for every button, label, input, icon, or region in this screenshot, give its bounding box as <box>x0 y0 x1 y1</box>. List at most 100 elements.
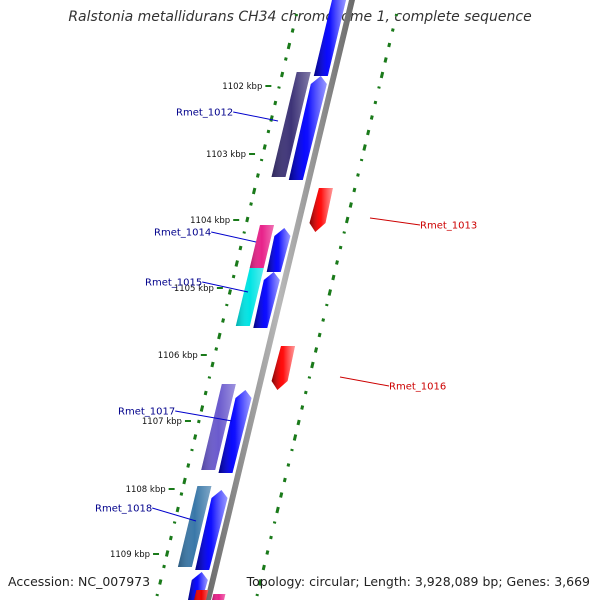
gc-dash <box>387 42 392 48</box>
labeled-gene-track <box>177 72 311 600</box>
gc-dash <box>300 405 305 410</box>
gc-dash <box>251 187 257 195</box>
gc-dash <box>269 115 274 122</box>
forward-cds-shade <box>195 490 228 570</box>
forward-cds-track <box>188 0 346 600</box>
scale-tick-label: 1108 kbp <box>126 485 166 495</box>
gc-dash <box>262 144 267 150</box>
gc-dash <box>313 347 319 353</box>
gc-dash <box>292 434 298 441</box>
scale-tick-label: 1102 kbp <box>222 82 262 92</box>
gc-dash <box>197 419 201 424</box>
gc-dash <box>261 564 266 571</box>
gc-dash <box>158 579 163 585</box>
gene-label-rmet_1017: Rmet_1017 <box>118 407 175 418</box>
gc-dash <box>217 332 222 340</box>
leader-line <box>175 410 233 422</box>
gc-dash <box>203 390 208 396</box>
gene-label-rmet_1013: Rmet_1013 <box>420 221 477 232</box>
gc-dash <box>296 419 301 426</box>
gc-dash <box>317 332 322 338</box>
gc-dash <box>331 274 336 281</box>
forward-cds-shade <box>266 228 291 272</box>
reverse-cds-track <box>271 188 333 390</box>
forward-cds-shade <box>313 0 346 76</box>
gc-dash <box>286 463 291 467</box>
gene-bar-rmet_1018-shade <box>177 486 212 567</box>
scale-tick-label: 1109 kbp <box>110 550 150 560</box>
gc-dash <box>327 289 332 296</box>
backbone-layer <box>205 0 355 600</box>
gc-skew-track-right <box>255 13 399 597</box>
leader-line <box>369 217 421 226</box>
gene-label-rmet_1018: Rmet_1018 <box>95 504 152 515</box>
gc-dash <box>280 71 285 78</box>
gc-dash <box>186 463 191 468</box>
topology-label: Topology: circular; Length: 3,928,089 bp… <box>246 574 590 589</box>
gc-dash <box>338 245 343 250</box>
leader-line <box>211 231 257 243</box>
gc-dash <box>231 274 236 279</box>
scale-tick-label: 1103 kbp <box>206 150 246 160</box>
gc-dash <box>383 57 388 63</box>
scale-tick-label: 1104 kbp <box>190 216 230 226</box>
gc-dash <box>390 28 395 32</box>
gc-dash <box>321 318 326 322</box>
gc-dash <box>164 550 170 557</box>
gc-dash <box>303 390 308 395</box>
gc-dash <box>279 492 284 498</box>
gene-label-rmet_1014: Rmet_1014 <box>154 228 211 239</box>
reverse-cds-shade <box>271 346 295 390</box>
partial-cds-shade <box>194 590 209 600</box>
leader-line <box>152 507 197 522</box>
gc-dash <box>182 477 187 485</box>
gc-dash <box>362 144 367 151</box>
gc-dash <box>179 492 184 496</box>
gc-dash <box>286 42 292 50</box>
gc-dash <box>273 100 278 106</box>
gc-dash <box>162 564 166 569</box>
gc-skew-track-left <box>155 13 299 597</box>
gc-dash <box>234 260 239 267</box>
scale-tick-label: 1105 kbp <box>174 284 214 294</box>
reverse-cds-shade <box>309 188 333 232</box>
leader-line <box>202 281 249 293</box>
backbone <box>205 0 355 600</box>
gc-dash <box>210 361 215 368</box>
gc-dash <box>175 506 180 513</box>
gene-bar-rmet_1017-shade <box>201 384 236 470</box>
gc-dash <box>258 579 263 586</box>
gc-dash <box>238 245 243 251</box>
gc-dash <box>284 57 288 61</box>
scale-ticks: 1102 kbp 1103 kbp 1104 kbp 1105 kbp 1106 kbp… <box>110 82 272 560</box>
gene-label-rmet_1012: Rmet_1012 <box>176 108 233 119</box>
gc-dash <box>282 477 287 483</box>
gc-dash <box>335 260 339 265</box>
gc-dash <box>345 216 350 224</box>
accession-label: Accession: NC_007973 <box>8 574 151 589</box>
scale-tick-label: 1107 kbp <box>142 417 182 427</box>
gc-dash <box>366 129 371 136</box>
leader-line <box>233 111 279 122</box>
partial-cds-shade <box>212 594 226 600</box>
gc-dash <box>193 434 198 440</box>
gc-dash <box>221 318 226 323</box>
scale-tick-label: 1106 kbp <box>158 351 198 361</box>
forward-cds-shade <box>218 390 252 473</box>
gene-bar-rmet_1014-shade <box>249 225 274 268</box>
forward-cds-shade <box>253 272 280 328</box>
gc-dash <box>269 535 273 540</box>
gc-dash <box>168 535 173 541</box>
gc-dash <box>356 173 360 177</box>
gene-label-rmet_1015: Rmet_1015 <box>145 278 202 289</box>
gc-dash <box>310 361 315 369</box>
gc-dash <box>348 202 353 208</box>
map-title: Ralstonia metallidurans CH34 chromosome … <box>68 9 532 25</box>
gc-dash <box>266 129 271 134</box>
gc-dash <box>373 100 378 105</box>
gene-bar-rmet_1015-shade <box>235 268 264 326</box>
gene-bar-rmet_1012-shade <box>271 72 311 177</box>
forward-cds-shade <box>288 76 327 180</box>
gc-dash <box>275 506 280 514</box>
